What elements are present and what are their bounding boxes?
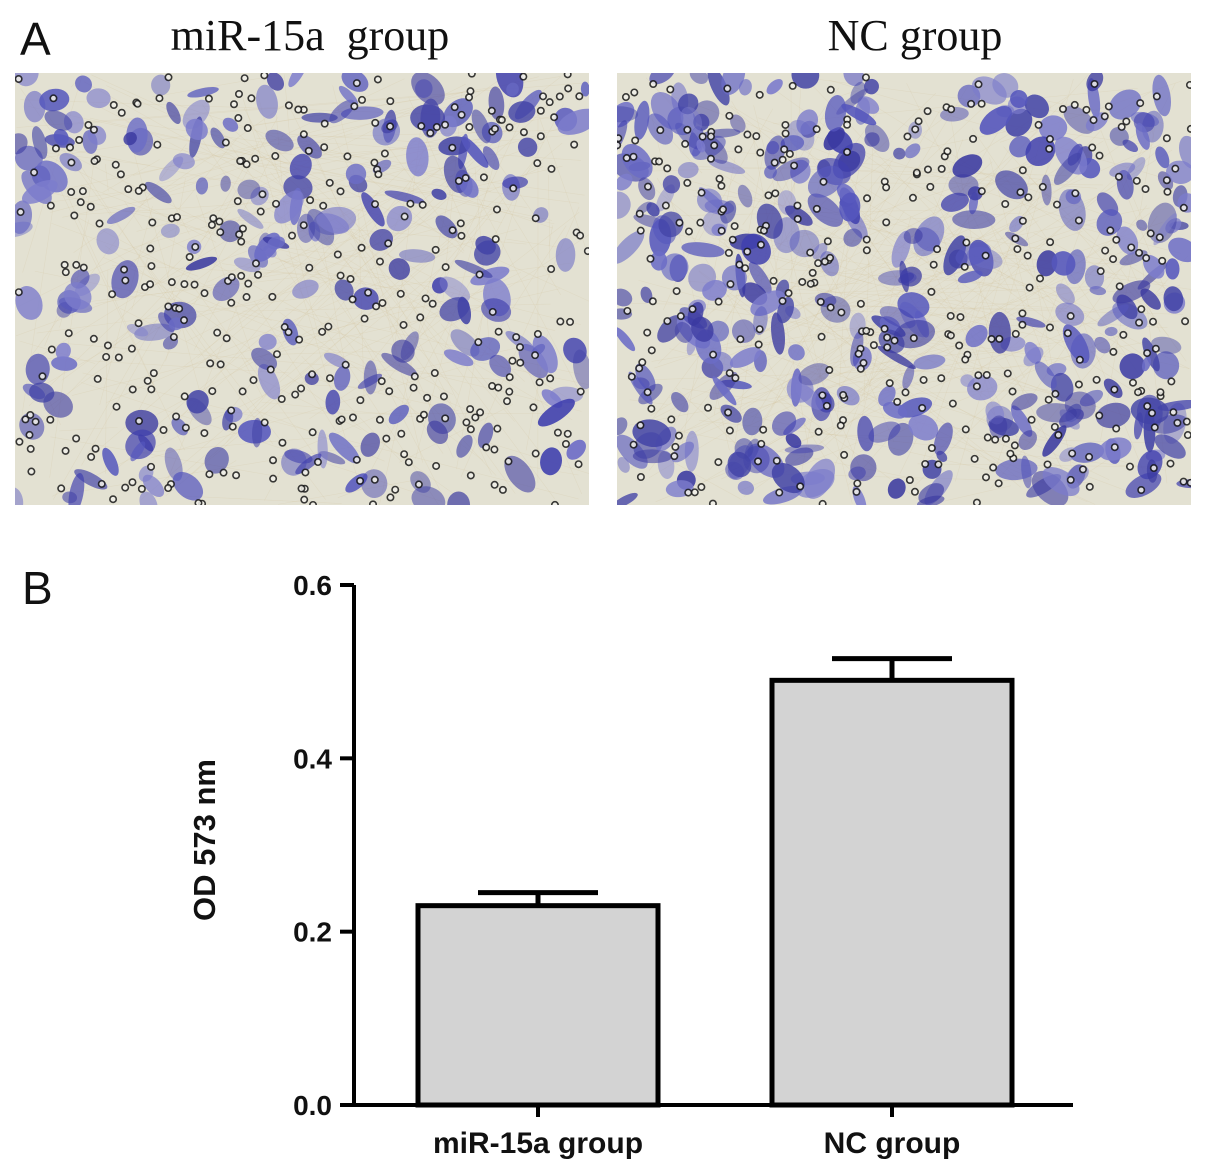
y-tick-label: 0.6 [293,570,332,601]
bar-chart: 0.0 0.2 0.4 0.6 miR-15a group NC group OD 57… [187,570,1073,1160]
micrograph-mir15a [15,73,589,505]
x-category-label: NC group [824,1127,961,1160]
panel-b-label: B [22,562,53,614]
y-tick-label: 0.4 [293,743,332,774]
micrograph-title-mir15a: miR-15a group [170,11,450,60]
y-tick-label: 0.0 [293,1090,332,1121]
micrograph-nc-image [617,73,1191,505]
micrograph-title-nc: NC group [827,11,1003,60]
x-category-label: miR-15a group [433,1127,643,1160]
micrograph-mir15a-image [15,73,589,505]
y-tick-label: 0.2 [293,917,332,948]
bar-mir15a [415,903,661,1108]
y-axis-label: OD 573 nm [187,759,222,921]
panel-a-label: A [20,13,51,65]
bar-nc [769,677,1015,1108]
micrograph-nc [617,73,1191,505]
